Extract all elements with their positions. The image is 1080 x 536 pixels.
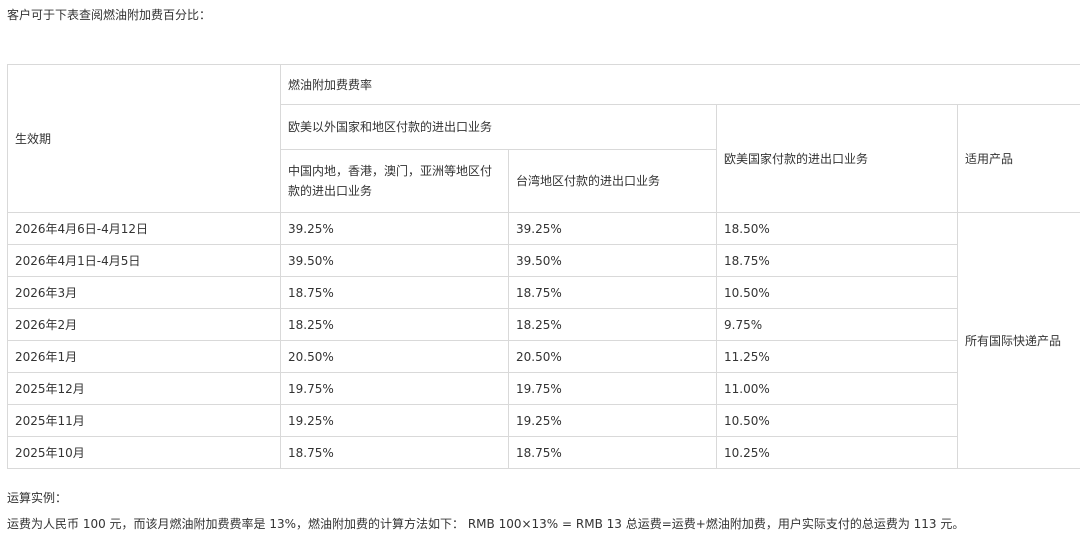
cell-euro-us: 18.50% [716,212,958,245]
cell-period: 2025年11月 [7,404,281,437]
cell-euro-us: 10.50% [716,404,958,437]
cell-period: 2026年1月 [7,340,281,373]
cell-period: 2026年4月1日-4月5日 [7,244,281,277]
cell-euro-us: 18.75% [716,244,958,277]
cell-euro-us: 10.50% [716,276,958,309]
fuel-surcharge-table: 生效期 燃油附加费费率 欧美以外国家和地区付款的进出口业务 欧美国家付款的进出口… [7,64,1080,469]
header-china-asia: 中国内地，香港，澳门，亚洲等地区付款的进出口业务 [280,149,509,213]
cell-china-asia: 39.25% [280,212,509,245]
table-row: 2025年12月 19.75% 19.75% 11.00% [7,372,1080,405]
cell-taiwan: 18.75% [508,276,717,309]
table-row: 2026年4月1日-4月5日 39.50% 39.50% 18.75% [7,244,1080,277]
cell-taiwan: 19.25% [508,404,717,437]
cell-taiwan: 18.25% [508,308,717,341]
table-row: 2026年1月 20.50% 20.50% 11.25% [7,340,1080,373]
cell-taiwan: 19.75% [508,372,717,405]
cell-china-asia: 18.25% [280,308,509,341]
example-body: 运费为人民币 100 元，而该月燃油附加费费率是 13%，燃油附加费的计算方法如… [7,517,965,531]
table-row: 2026年2月 18.25% 18.25% 9.75% [7,308,1080,341]
cell-euro-us: 11.00% [716,372,958,405]
cell-taiwan: 20.50% [508,340,717,373]
cell-period: 2026年3月 [7,276,281,309]
header-non-euro-us: 欧美以外国家和地区付款的进出口业务 [280,104,717,150]
intro-text: 客户可于下表查阅燃油附加费百分比： [7,8,212,22]
table-row: 2025年11月 19.25% 19.25% 10.50% [7,404,1080,437]
cell-china-asia: 18.75% [280,276,509,309]
cell-period: 2026年2月 [7,308,281,341]
header-euro-us: 欧美国家付款的进出口业务 [716,104,958,213]
header-fuel-rate: 燃油附加费费率 [279,64,1080,105]
cell-china-asia: 19.75% [280,372,509,405]
example-title: 运算实例： [7,491,68,505]
cell-products: 所有国际快递产品 [956,212,1080,469]
cell-china-asia: 20.50% [280,340,509,373]
table-row: 2025年10月 18.75% 18.75% 10.25% [7,436,1080,469]
cell-taiwan: 18.75% [508,436,717,469]
cell-taiwan: 39.25% [508,212,717,245]
cell-taiwan: 39.50% [508,244,717,277]
table-row: 2026年3月 18.75% 18.75% 10.50% [7,276,1080,309]
cell-euro-us: 11.25% [716,340,958,373]
header-products: 适用产品 [956,104,1080,213]
cell-euro-us: 10.25% [716,436,958,469]
cell-period: 2026年4月6日-4月12日 [7,212,281,245]
header-taiwan: 台湾地区付款的进出口业务 [508,149,717,213]
cell-china-asia: 18.75% [280,436,509,469]
header-effective-period: 生效期 [7,64,281,213]
cell-china-asia: 19.25% [280,404,509,437]
cell-period: 2025年10月 [7,436,281,469]
table-row: 2026年4月6日-4月12日 39.25% 39.25% 18.50% 所有国际快递产… [7,212,1080,469]
cell-euro-us: 9.75% [716,308,958,341]
cell-period: 2025年12月 [7,372,281,405]
cell-china-asia: 39.50% [280,244,509,277]
